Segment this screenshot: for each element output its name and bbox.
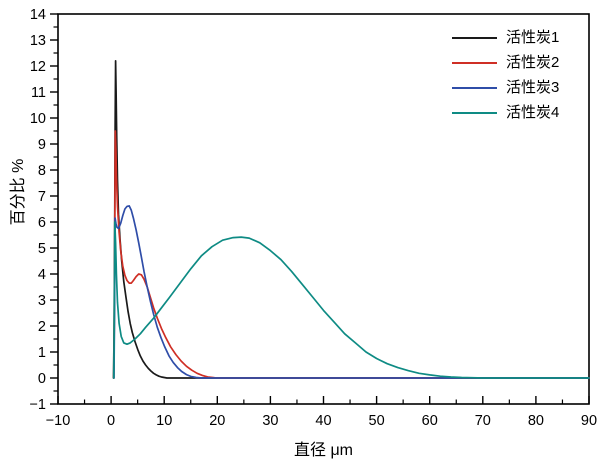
x-tick-label: 0 — [107, 413, 115, 429]
y-tick-label: 6 — [38, 215, 46, 231]
legend-item-3: 活性炭3 — [452, 75, 559, 100]
y-tick-label: 10 — [30, 111, 46, 127]
y-tick-label: 14 — [30, 7, 46, 23]
y-axis-title: 百分比 % — [10, 158, 27, 226]
legend-item-1: 活性炭1 — [452, 25, 559, 50]
y-tick-label: 12 — [30, 59, 46, 75]
legend-line-swatch — [452, 86, 497, 89]
series-line-4 — [112, 221, 590, 379]
x-tick-label: 40 — [315, 413, 331, 429]
y-tick-label: −1 — [29, 397, 46, 413]
legend-line-swatch — [452, 36, 497, 39]
legend-label: 活性炭4 — [506, 104, 560, 121]
series-line-2 — [112, 130, 590, 379]
y-tick-label: 4 — [38, 267, 46, 283]
y-tick-label: 0 — [38, 371, 46, 387]
legend-line-swatch — [452, 61, 497, 64]
y-tick-label: 1 — [38, 345, 46, 361]
y-tick-label: 13 — [30, 33, 46, 49]
series-line-3 — [113, 205, 590, 379]
x-tick-label: 20 — [209, 413, 225, 429]
x-tick-label: 80 — [528, 413, 544, 429]
x-tick-label: 30 — [262, 413, 278, 429]
y-tick-label: 9 — [38, 137, 46, 153]
legend-label: 活性炭2 — [506, 54, 560, 71]
legend: 活性炭1 活性炭2 活性炭3 活性炭4 — [452, 25, 559, 125]
legend-label: 活性炭3 — [506, 79, 560, 96]
y-tick-label: 2 — [38, 319, 46, 335]
y-tick-label: 7 — [38, 189, 46, 205]
x-tick-label: −10 — [46, 413, 71, 429]
x-tick-label: 50 — [369, 413, 385, 429]
y-tick-label: 3 — [38, 293, 46, 309]
legend-item-2: 活性炭2 — [452, 50, 559, 75]
x-tick-label: 10 — [156, 413, 172, 429]
x-tick-label: 90 — [581, 413, 597, 429]
x-tick-label: 70 — [475, 413, 491, 429]
y-tick-label: 8 — [38, 163, 46, 179]
series-line-1 — [112, 59, 590, 379]
legend-line-swatch — [452, 111, 497, 114]
x-tick-label: 60 — [422, 413, 438, 429]
legend-label: 活性炭1 — [506, 29, 560, 46]
x-axis-title: 直径 μm — [294, 442, 353, 459]
legend-item-4: 活性炭4 — [452, 100, 559, 125]
y-tick-label: 5 — [38, 241, 46, 257]
y-tick-label: 11 — [31, 85, 46, 101]
